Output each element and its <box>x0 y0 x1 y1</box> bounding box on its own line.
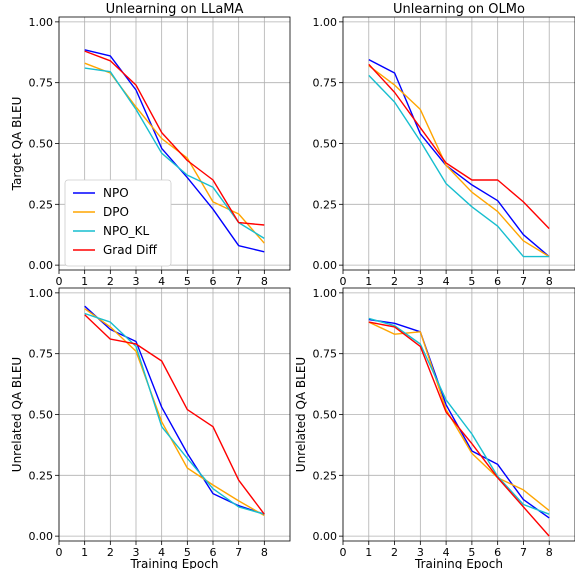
x-tick-label: 1 <box>81 275 88 288</box>
x-tick-label: 6 <box>210 275 217 288</box>
legend-entry: Grad Diff <box>103 243 158 257</box>
series-line-npo <box>84 49 265 253</box>
legend-entry: NPO_KL <box>103 224 150 238</box>
chart-title: Unlearning on LLaMA <box>106 2 244 17</box>
x-tick-label: 8 <box>261 546 268 559</box>
x-tick-label: 3 <box>133 275 140 288</box>
series-line-grad-diff <box>84 314 265 515</box>
x-tick-label: 5 <box>468 546 475 559</box>
x-axis-label: Training Epoch <box>130 557 219 569</box>
y-tick-label: 0.50 <box>313 138 338 151</box>
x-tick-label: 8 <box>261 275 268 288</box>
y-axis-label: Unrelated QA BLEU <box>294 357 308 472</box>
y-tick-label: 0.00 <box>313 259 338 272</box>
series-line-npo <box>368 318 550 519</box>
x-tick-label: 6 <box>494 275 501 288</box>
x-tick-label: 3 <box>417 546 424 559</box>
x-tick-label: 2 <box>391 275 398 288</box>
x-tick-label: 2 <box>107 275 114 288</box>
x-tick-label: 6 <box>210 546 217 559</box>
y-tick-label: 1.00 <box>313 16 338 29</box>
series-line-npo <box>84 305 265 515</box>
plot-frame <box>58 287 291 542</box>
chart-panel-1: 0 1 2 3 4 5 6 7 8 0.00 0.25 0.50 0.75 1.00 Unlearning … <box>10 2 291 288</box>
series-line-grad-diff <box>368 63 550 230</box>
y-tick-label: 0.00 <box>29 259 54 272</box>
x-axis-label: Training Epoch <box>414 557 503 569</box>
x-tick-label: 0 <box>340 546 347 559</box>
y-tick-label: 0.00 <box>313 530 338 543</box>
x-tick-label: 5 <box>184 546 191 559</box>
x-tick-label: 7 <box>235 546 242 559</box>
x-tick-label: 3 <box>417 275 424 288</box>
x-tick-label: 3 <box>133 546 140 559</box>
x-tick-label: 4 <box>443 275 450 288</box>
y-tick-label: 0.75 <box>313 348 338 361</box>
x-tick-label: 8 <box>546 546 553 559</box>
x-tick-label: 2 <box>391 546 398 559</box>
plot-frame <box>342 287 575 542</box>
y-axis-label: Target QA BLEU <box>10 97 24 192</box>
x-tick-label: 0 <box>340 275 347 288</box>
x-tick-label: 1 <box>81 546 88 559</box>
series-line-dpo <box>368 321 550 512</box>
x-tick-label: 7 <box>520 275 527 288</box>
x-tick-label: 5 <box>468 275 475 288</box>
x-tick-label: 7 <box>235 275 242 288</box>
x-tick-label: 0 <box>56 546 63 559</box>
y-tick-label: 0.25 <box>29 469 54 482</box>
x-tick-label: 4 <box>158 546 165 559</box>
y-tick-label: 0.75 <box>313 77 338 90</box>
y-tick-label: 0.25 <box>29 198 54 211</box>
x-tick-label: 6 <box>494 546 501 559</box>
legend-box <box>64 179 172 267</box>
series-line-npo-kl <box>368 317 550 515</box>
y-tick-label: 0.50 <box>313 409 338 422</box>
plot-frame <box>342 16 575 271</box>
series-line-dpo <box>84 308 265 517</box>
y-tick-label: 0.75 <box>29 77 54 90</box>
y-tick-label: 1.00 <box>29 287 54 300</box>
y-tick-label: 0.25 <box>313 198 338 211</box>
y-tick-label: 0.50 <box>29 409 54 422</box>
x-tick-label: 4 <box>443 546 450 559</box>
x-tick-label: 5 <box>184 275 191 288</box>
chart-panel-4: 0 1 2 3 4 5 6 7 8 0.00 0.25 0.50 0.75 1.00 Unrelated Q… <box>294 287 575 569</box>
x-tick-label: 7 <box>520 546 527 559</box>
y-tick-label: 1.00 <box>29 16 54 29</box>
chart-panel-3: 0 1 2 3 4 5 6 7 8 0.00 0.25 0.50 0.75 1.00 Unrelated Q… <box>10 287 291 569</box>
x-tick-label: 1 <box>365 275 372 288</box>
series-line-npo <box>368 58 550 258</box>
series-line-grad-diff <box>368 321 550 537</box>
x-tick-label: 4 <box>158 275 165 288</box>
series-line-npo-kl <box>84 312 265 515</box>
series-line-grad-diff <box>84 50 265 226</box>
legend-entry: NPO <box>103 186 129 200</box>
x-tick-label: 8 <box>546 275 553 288</box>
y-tick-label: 0.75 <box>29 348 54 361</box>
plot-frame <box>58 16 291 271</box>
y-axis-label: Unrelated QA BLEU <box>10 357 24 472</box>
legend-entry: DPO <box>103 205 129 219</box>
series-line-dpo <box>368 65 550 258</box>
y-tick-label: 1.00 <box>313 287 338 300</box>
legend: NPO DPO NPO_KL Grad Diff <box>64 179 172 267</box>
x-tick-label: 0 <box>56 275 63 288</box>
y-tick-label: 0.00 <box>29 530 54 543</box>
x-tick-label: 1 <box>365 546 372 559</box>
x-tick-label: 2 <box>107 546 114 559</box>
y-tick-label: 0.50 <box>29 138 54 151</box>
series-line-npo-kl <box>368 74 550 258</box>
chart-title: Unlearning on OLMo <box>393 2 525 17</box>
chart-panel-2: 0 1 2 3 4 5 6 7 8 0.00 0.25 0.50 0.75 1.00 Unlearning … <box>313 2 575 288</box>
y-tick-label: 0.25 <box>313 469 338 482</box>
